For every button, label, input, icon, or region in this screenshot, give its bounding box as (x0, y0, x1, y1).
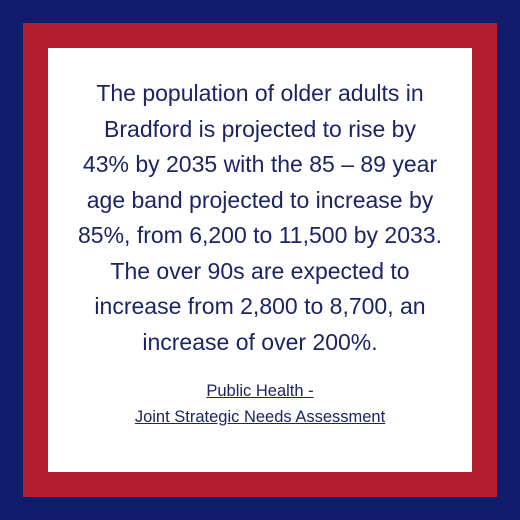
quote-line: increase from 2,800 to 8,700, an (94, 293, 426, 319)
source-line[interactable]: Public Health - (206, 382, 314, 400)
quote-line: Bradford is projected to rise by (104, 115, 416, 142)
quote-line: increase of over 200%. (142, 328, 378, 355)
quote-line: The population of older adults in (96, 80, 424, 106)
quote-line: age band projected to increase by (86, 186, 434, 213)
quote-line: 43% by 2035 with the 85 – 89 year (82, 151, 438, 177)
source-link[interactable]: Public Health - Joint Strategic Needs Ass… (48, 378, 472, 430)
quote: The population of older adults in Bradfor… (48, 76, 472, 360)
quote-line: 85%, from 6,200 to 11,500 by 2033. (78, 222, 442, 248)
text-panel: The population of older adults in Bradfor… (48, 48, 472, 472)
quote-line: The over 90s are expected to (110, 257, 410, 284)
source-line[interactable]: Joint Strategic Needs Assessment (134, 408, 386, 426)
